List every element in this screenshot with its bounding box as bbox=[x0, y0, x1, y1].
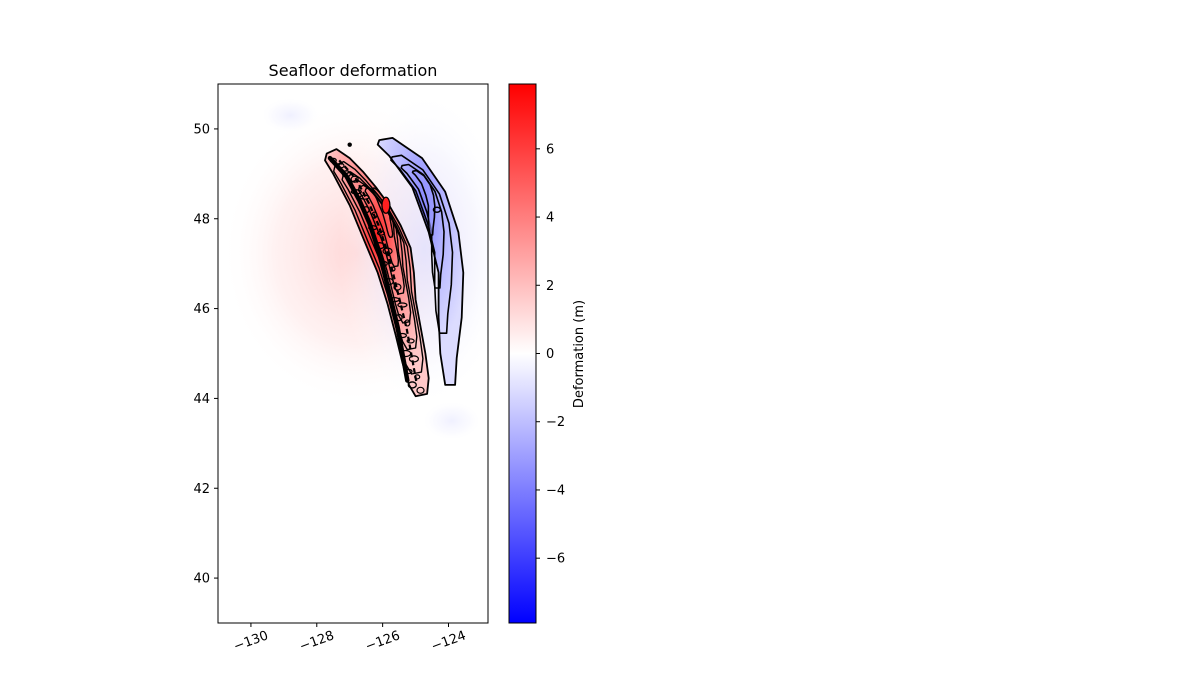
subsidence-contour-inner bbox=[390, 154, 454, 334]
colorbar-tick-label: −2 bbox=[546, 415, 565, 430]
colorbar-tick-label: 0 bbox=[546, 347, 554, 362]
y-tick-label: 44 bbox=[193, 392, 210, 407]
plot-frame bbox=[217, 83, 489, 624]
uplift-contour-inner bbox=[371, 187, 394, 238]
y-axis: 40 42 44 46 48 50 bbox=[193, 122, 218, 587]
subsidence-halo-north bbox=[260, 97, 321, 134]
x-axis: −130 −128 −126 −124 bbox=[232, 623, 468, 655]
y-tick-label: 46 bbox=[193, 302, 210, 317]
uplift-dense-contour-band bbox=[338, 159, 418, 383]
uplift-small-contour bbox=[408, 355, 420, 363]
chart-title: Seafloor deformation bbox=[269, 61, 438, 80]
uplift-small-contour bbox=[347, 142, 352, 147]
y-tick-label: 40 bbox=[193, 572, 210, 587]
uplift-small-contour bbox=[406, 338, 415, 344]
uplift-peak-contour bbox=[381, 196, 391, 214]
x-tick-label: −128 bbox=[298, 628, 337, 654]
uplift-contour-inner bbox=[364, 186, 400, 268]
x-tick-label: −126 bbox=[363, 628, 402, 654]
colorbar-tick-label: −6 bbox=[546, 552, 565, 567]
colorbar-axis: −6 −4 −2 0 2 4 6 bbox=[536, 142, 565, 567]
uplift-small-contour bbox=[407, 381, 417, 389]
x-tick-label: −124 bbox=[429, 628, 468, 654]
subsidence-contour-inner bbox=[411, 169, 436, 236]
uplift-contour-outer bbox=[324, 148, 430, 398]
x-tick-label: −130 bbox=[232, 628, 271, 654]
colorbar-tick-label: 2 bbox=[546, 279, 554, 294]
subsidence-peak-contour bbox=[432, 206, 442, 214]
colorbar-tick-label: 4 bbox=[546, 211, 554, 226]
colorbar bbox=[508, 83, 537, 624]
y-tick-label: 50 bbox=[193, 122, 210, 137]
colorbar-tick-label: 6 bbox=[546, 142, 554, 157]
uplift-dense-contour-band bbox=[327, 155, 410, 383]
y-tick-label: 48 bbox=[193, 212, 210, 227]
y-tick-label: 42 bbox=[193, 482, 210, 497]
deformation-map bbox=[221, 88, 488, 441]
colorbar-tick-label: −4 bbox=[546, 483, 565, 498]
uplift-small-contour bbox=[416, 386, 425, 394]
uplift-small-contour bbox=[350, 175, 359, 183]
subsidence-halo-south bbox=[421, 400, 482, 441]
colorbar-label: Deformation (m) bbox=[572, 300, 587, 408]
subsidence-contour-inner bbox=[400, 163, 445, 289]
